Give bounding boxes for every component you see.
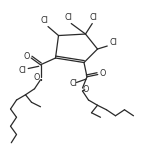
Text: O: O xyxy=(99,69,105,78)
Text: O: O xyxy=(34,74,40,82)
Text: Cl: Cl xyxy=(64,13,72,22)
Text: O: O xyxy=(83,85,89,94)
Text: Cl: Cl xyxy=(109,38,117,47)
Text: Cl: Cl xyxy=(90,13,98,22)
Text: Cl: Cl xyxy=(70,79,77,88)
Text: Cl: Cl xyxy=(40,16,48,25)
Text: Cl: Cl xyxy=(19,66,26,74)
Text: O: O xyxy=(24,52,30,61)
